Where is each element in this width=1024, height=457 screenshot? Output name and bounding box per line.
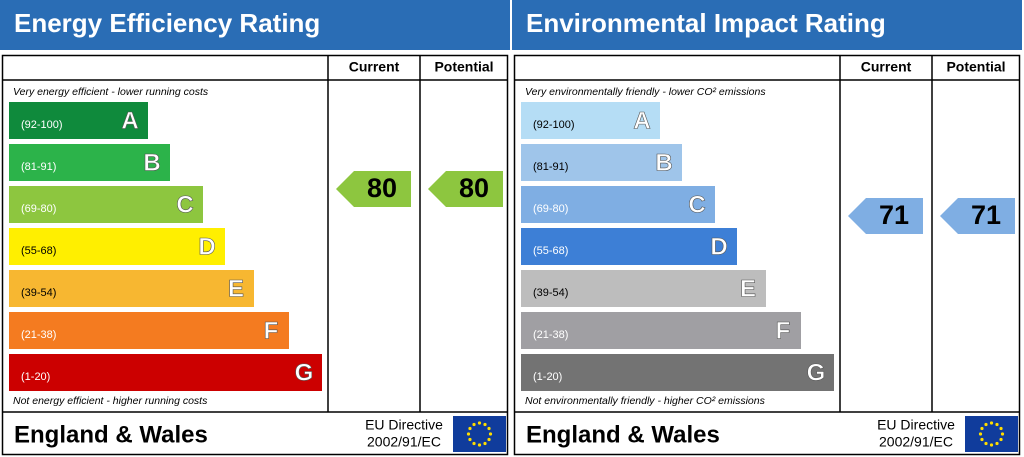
rating-band <box>521 228 737 265</box>
column-header: Potential <box>946 59 1005 75</box>
eu-star <box>978 432 983 436</box>
rating-band <box>521 144 682 181</box>
eu-star <box>995 441 999 446</box>
rating-value: 71 <box>879 200 909 230</box>
eu-star <box>483 422 487 427</box>
eu-star <box>468 426 472 431</box>
band-range: (1-20) <box>21 371 50 383</box>
bottom-note: Not energy efficient - higher running co… <box>13 395 208 407</box>
eu-star <box>984 422 988 427</box>
band-letter: B <box>143 149 160 176</box>
rating-arrow <box>428 171 503 207</box>
band-range: (92-100) <box>533 119 575 131</box>
eu-star <box>468 437 472 442</box>
column-header: Current <box>349 59 400 75</box>
rating-band <box>9 354 322 391</box>
frame <box>513 54 1021 456</box>
eu-star <box>995 422 999 427</box>
rating-band <box>9 186 203 223</box>
eu-star <box>980 437 984 442</box>
band-range: (81-91) <box>21 161 56 173</box>
rating-band <box>521 102 660 139</box>
eu-star <box>999 426 1003 431</box>
eu-star <box>488 432 493 436</box>
band-range: (1-20) <box>533 371 562 383</box>
band-letter: D <box>198 233 215 260</box>
band-letter: F <box>776 317 791 344</box>
rating-band <box>9 144 170 181</box>
column-header: Current <box>861 59 912 75</box>
rating-value: 71 <box>971 200 1001 230</box>
eu-star <box>472 441 476 446</box>
top-note: Very environmentally friendly - lower CO… <box>525 86 766 98</box>
eu-star <box>477 443 482 447</box>
band-letter: E <box>740 275 756 302</box>
directive: EU Directive <box>365 417 443 433</box>
eu-star <box>472 422 476 427</box>
rating-arrow <box>940 198 1015 234</box>
band-range: (69-80) <box>533 203 568 215</box>
band-letter: A <box>633 107 650 134</box>
region: England & Wales <box>14 421 208 448</box>
eu-star <box>989 421 994 425</box>
band-range: (92-100) <box>21 119 63 131</box>
eu-star <box>999 437 1003 442</box>
rating-band <box>521 270 766 307</box>
directive: 2002/91/EC <box>367 434 441 450</box>
eu-flag <box>453 416 506 452</box>
rating-value: 80 <box>459 173 489 203</box>
rating-band <box>521 354 834 391</box>
eu-star <box>466 432 471 436</box>
column-header: Potential <box>434 59 493 75</box>
panel: Environmental Impact Rating Current Potent… <box>512 0 1022 456</box>
panel-title: Environmental Impact Rating <box>526 8 886 38</box>
band-letter: E <box>228 275 244 302</box>
rating-band <box>9 102 148 139</box>
band-range: (55-68) <box>533 245 568 257</box>
eu-star <box>989 443 994 447</box>
band-range: (81-91) <box>533 161 568 173</box>
eu-star <box>477 421 482 425</box>
rating-band <box>9 312 289 349</box>
rating-value: 80 <box>367 173 397 203</box>
band-letter: B <box>655 149 672 176</box>
rating-band <box>9 270 254 307</box>
band-range: (39-54) <box>21 287 56 299</box>
band-range: (21-38) <box>533 329 568 341</box>
band-letter: C <box>176 191 193 218</box>
bottom-note: Not environmentally friendly - higher CO… <box>525 395 766 407</box>
band-range: (39-54) <box>533 287 568 299</box>
eu-star <box>487 426 491 431</box>
rating-band <box>521 312 801 349</box>
band-letter: F <box>264 317 279 344</box>
eu-star <box>1000 432 1005 436</box>
panel: Energy Efficiency Rating Current Potential… <box>0 0 510 456</box>
region: England & Wales <box>526 421 720 448</box>
top-note: Very energy efficient - lower running co… <box>13 86 209 98</box>
directive: 2002/91/EC <box>879 434 953 450</box>
rating-arrow <box>848 198 923 234</box>
band-range: (55-68) <box>21 245 56 257</box>
header-bar <box>0 0 510 50</box>
eu-star <box>984 441 988 446</box>
eu-flag <box>965 416 1018 452</box>
band-letter: G <box>807 359 826 386</box>
rating-arrow <box>336 171 411 207</box>
eu-star <box>483 441 487 446</box>
header-bar <box>512 0 1022 50</box>
rating-band <box>521 186 715 223</box>
directive: EU Directive <box>877 417 955 433</box>
band-letter: A <box>121 107 138 134</box>
rating-band <box>9 228 225 265</box>
band-range: (21-38) <box>21 329 56 341</box>
band-letter: D <box>710 233 727 260</box>
eu-star <box>980 426 984 431</box>
panel-title: Energy Efficiency Rating <box>14 8 320 38</box>
band-letter: C <box>688 191 705 218</box>
eu-star <box>487 437 491 442</box>
band-letter: G <box>295 359 314 386</box>
frame <box>1 54 509 456</box>
band-range: (69-80) <box>21 203 56 215</box>
